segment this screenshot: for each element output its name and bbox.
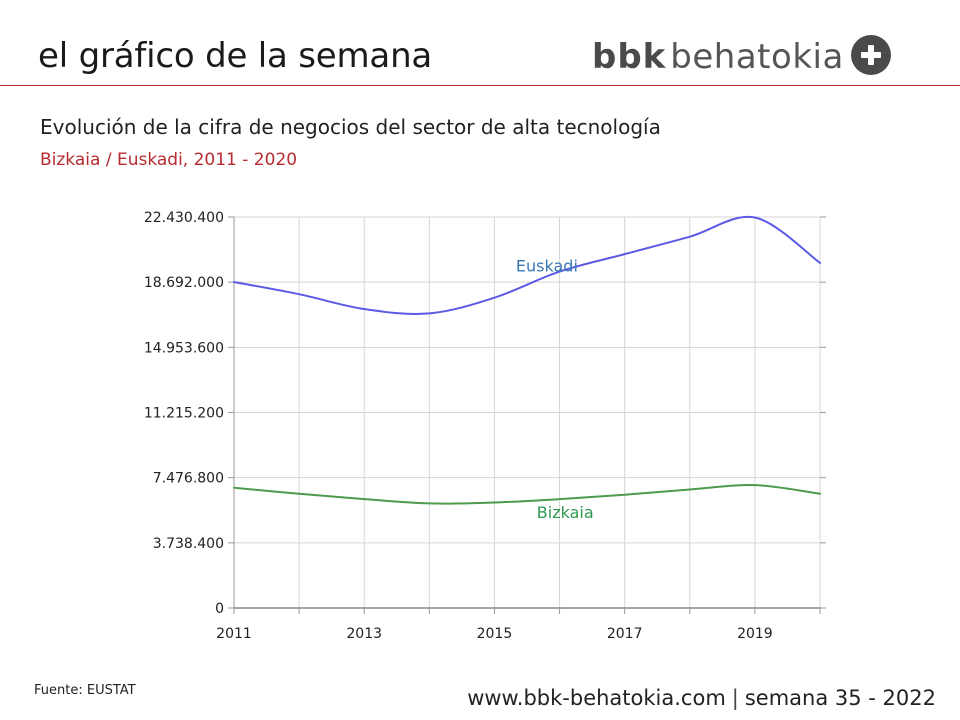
series-line-bizkaia — [233, 484, 821, 505]
week-label: semana 35 - 2022 — [744, 686, 936, 710]
footer: www.bbk-behatokia.com | semana 35 - 2022 — [467, 686, 936, 710]
x-tick-label: 2019 — [737, 626, 773, 642]
chart-series-labels: Euskadi Bizkaia — [516, 257, 594, 523]
x-tick-label: 2011 — [216, 626, 252, 642]
website-link[interactable]: www.bbk-behatokia.com — [467, 686, 726, 710]
chart-axes: 0 3.738.400 7.476.800 11.215.200 14.953.600 1… — [144, 210, 826, 642]
y-tick-label: 7.476.800 — [153, 471, 224, 487]
page-header: el gráfico de la semana bbk behatokia — [0, 0, 960, 88]
y-tick-label: 0 — [215, 601, 224, 617]
brand-logo: bbk behatokia — [592, 34, 892, 82]
x-tick-label: 2015 — [477, 626, 513, 642]
brand-logo-bbk: bbk — [592, 37, 667, 77]
series-line-euskadi — [233, 215, 821, 315]
page-title: el gráfico de la semana — [38, 36, 433, 76]
plus-icon — [850, 34, 892, 80]
x-tick-label: 2017 — [607, 626, 643, 642]
series-label-euskadi: Euskadi — [516, 257, 578, 276]
source-note: Fuente: EUSTAT — [34, 683, 136, 698]
header-divider — [0, 85, 960, 86]
chart-title: Evolución de la cifra de negocios del se… — [40, 115, 661, 139]
brand-logo-behatokia: behatokia — [670, 37, 844, 77]
y-tick-label: 3.738.400 — [153, 536, 224, 552]
y-tick-label: 22.430.400 — [144, 210, 224, 226]
y-tick-label: 11.215.200 — [144, 406, 224, 422]
x-tick-label: 2013 — [346, 626, 382, 642]
chart-grid — [234, 216, 821, 608]
y-tick-label: 18.692.000 — [144, 275, 224, 291]
chart-subtitle: Bizkaia / Euskadi, 2011 - 2020 — [40, 150, 298, 170]
series-label-bizkaia: Bizkaia — [537, 503, 594, 522]
chart-series — [233, 215, 821, 505]
y-tick-label: 14.953.600 — [144, 340, 224, 356]
footer-separator: | — [731, 686, 739, 710]
